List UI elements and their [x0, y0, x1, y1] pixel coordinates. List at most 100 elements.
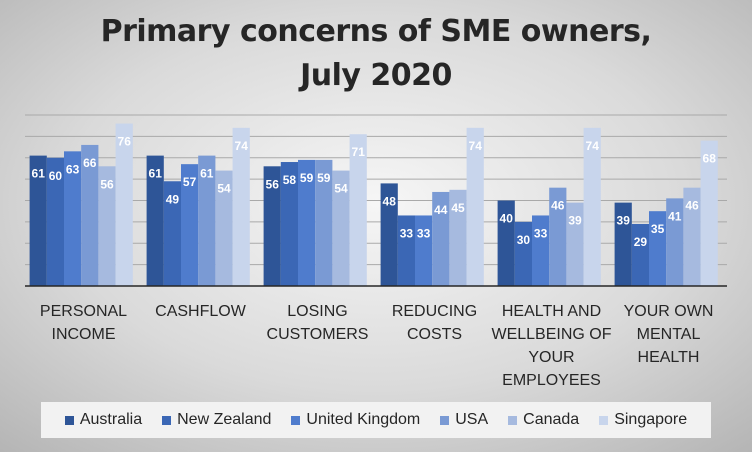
- chart-title-line-2: July 2020: [300, 58, 452, 93]
- data-label: 61: [149, 167, 163, 181]
- data-label: 74: [586, 139, 600, 153]
- category-labels: PERSONAL INCOME CASHFLOW LOSING CUSTOMERS RED…: [40, 303, 713, 389]
- data-label: 56: [266, 177, 280, 191]
- data-label: 46: [685, 199, 699, 213]
- data-label: 39: [617, 214, 631, 228]
- data-label: 74: [235, 139, 249, 153]
- data-label: 48: [383, 194, 397, 208]
- data-label: 63: [66, 162, 80, 176]
- bar: [81, 144, 99, 286]
- gridlines: [25, 114, 727, 266]
- data-label: 45: [451, 201, 465, 215]
- category-label: HEALTH AND: [502, 303, 601, 320]
- category-label: WELLBEING OF: [491, 326, 611, 343]
- legend-label: United Kingdom: [306, 411, 421, 428]
- bar: [98, 166, 116, 286]
- legend-swatch: [162, 415, 172, 425]
- bar: [29, 155, 47, 286]
- bar: [181, 164, 199, 286]
- legend-swatch: [440, 415, 450, 425]
- data-label: 40: [500, 212, 514, 226]
- bar: [549, 187, 567, 286]
- bar: [683, 187, 701, 286]
- bar: [415, 215, 433, 286]
- data-label: 76: [118, 135, 132, 149]
- legend-swatch: [291, 415, 301, 425]
- data-label: 74: [469, 139, 483, 153]
- data-label: 35: [651, 222, 665, 236]
- bar: [666, 198, 684, 286]
- bar: [163, 181, 181, 286]
- bar: [649, 211, 667, 286]
- data-label: 46: [551, 199, 565, 213]
- category-label: MENTAL: [637, 326, 701, 343]
- category-label: INCOME: [52, 326, 116, 343]
- data-label: 61: [32, 167, 46, 181]
- legend: Australia New Zealand United Kingdom USA Can…: [41, 402, 711, 438]
- data-label: 39: [568, 214, 582, 228]
- data-label: 54: [217, 182, 231, 196]
- bar: [349, 134, 367, 286]
- category-label: CUSTOMERS: [267, 326, 369, 343]
- legend-item: Australia: [64, 411, 143, 429]
- data-label: 41: [668, 209, 682, 223]
- data-label: 66: [83, 156, 97, 170]
- bar: [280, 162, 298, 286]
- legend-label: Canada: [523, 411, 580, 428]
- bar: [263, 166, 281, 286]
- bar: [198, 155, 216, 286]
- data-label: 68: [703, 152, 717, 166]
- bar: [700, 140, 718, 286]
- category-label: PERSONAL: [40, 303, 127, 320]
- data-label: 59: [317, 171, 331, 185]
- category-label: HEALTH: [638, 349, 700, 366]
- bar: [514, 221, 532, 286]
- legend-item: New Zealand: [162, 411, 271, 429]
- data-label: 29: [634, 235, 648, 249]
- bar: [532, 215, 550, 286]
- category-label: EMPLOYEES: [502, 372, 601, 389]
- bar: [146, 155, 164, 286]
- bar: [332, 170, 350, 286]
- data-label: 54: [334, 182, 348, 196]
- bar: [449, 189, 467, 286]
- category-label: YOUR OWN: [624, 303, 714, 320]
- legend-label: Australia: [79, 411, 143, 428]
- legend-swatch: [64, 415, 74, 425]
- bar: [566, 202, 584, 286]
- bar: [232, 127, 250, 286]
- legend-swatch: [599, 415, 609, 425]
- bar: [46, 157, 64, 286]
- data-label: 61: [200, 167, 214, 181]
- category-label: YOUR: [528, 349, 574, 366]
- data-label: 57: [183, 175, 197, 189]
- bar: [315, 159, 333, 286]
- bar: [432, 191, 450, 286]
- category-label: CASHFLOW: [155, 303, 247, 320]
- legend-item: Canada: [508, 411, 579, 429]
- legend-label: USA: [455, 411, 489, 428]
- legend-item: United Kingdom: [291, 411, 420, 429]
- data-label: 33: [417, 226, 431, 240]
- bar: [397, 215, 415, 286]
- bar: [64, 151, 82, 286]
- bar: [583, 127, 601, 286]
- legend-item: USA: [440, 411, 488, 429]
- bar: [215, 170, 233, 286]
- bar: [466, 127, 484, 286]
- data-label: 60: [49, 169, 63, 183]
- bar: [497, 200, 515, 286]
- data-label: 58: [283, 173, 297, 187]
- bar: [631, 224, 649, 286]
- legend-label: New Zealand: [177, 411, 272, 428]
- data-label: 44: [434, 203, 448, 217]
- data-label: 33: [534, 226, 548, 240]
- data-label: 49: [166, 192, 180, 206]
- bars: [25, 123, 727, 287]
- bar: [298, 159, 316, 286]
- legend-label: Singapore: [614, 411, 688, 428]
- data-label: 71: [352, 145, 366, 159]
